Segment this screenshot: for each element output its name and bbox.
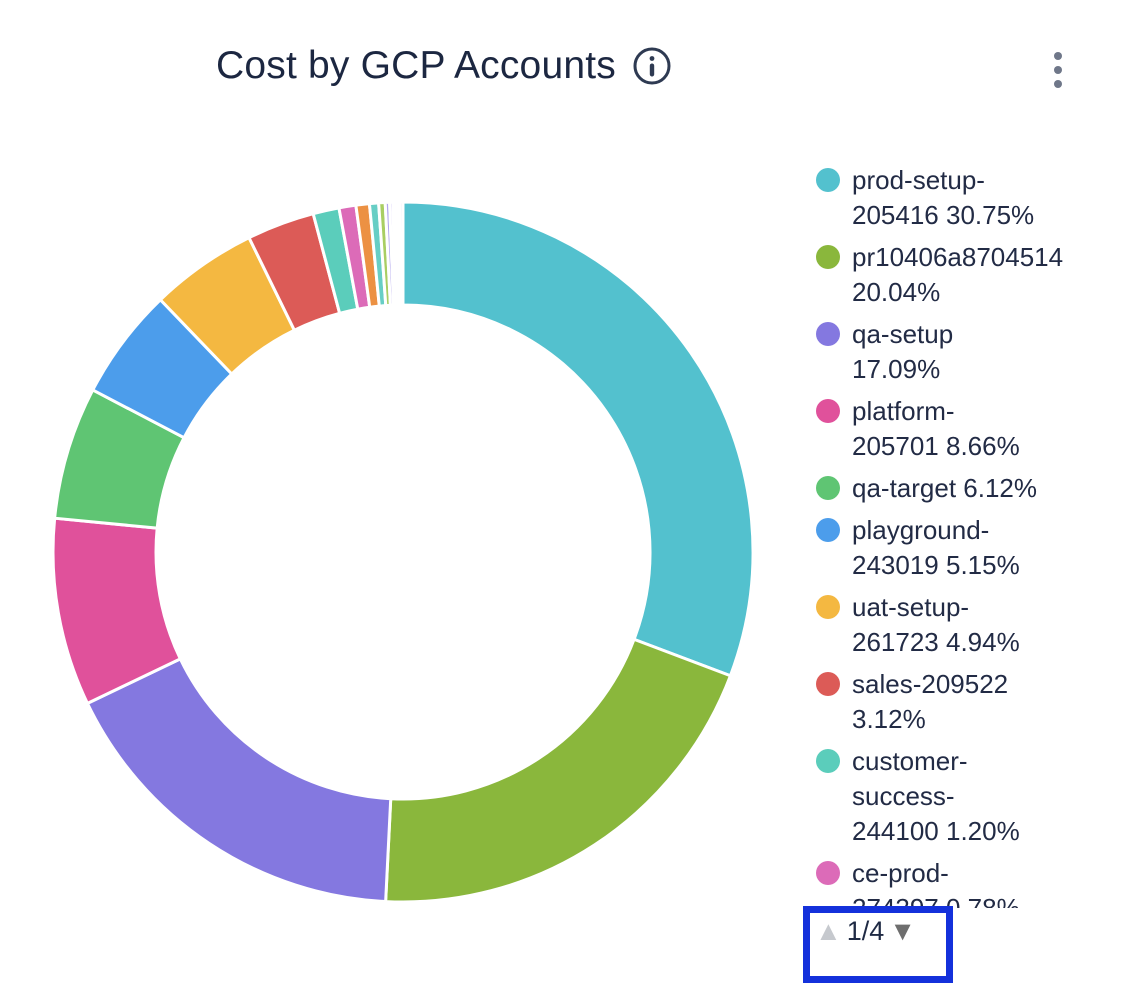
kebab-dot (1054, 52, 1062, 60)
legend-label: pr10406a8704514 20.04% (852, 242, 1064, 307)
legend-item[interactable]: qa-setup 17.09% (816, 317, 1116, 387)
legend-label: customer- success- 244100 1.20% (852, 746, 1020, 846)
legend-label: prod-setup- 205416 30.75% (852, 165, 1035, 230)
donut-slice-qa-setup[interactable] (85, 657, 393, 904)
legend-dot-icon (816, 518, 840, 542)
legend-label: ce-prod- 274397 0.78% (852, 858, 1020, 908)
legend-item[interactable]: platform- 205701 8.66% (816, 394, 1116, 464)
legend-dot-icon (816, 595, 840, 619)
page-indicator: 1/4 (846, 916, 885, 946)
legend-item[interactable]: prod-setup- 205416 30.75% (816, 163, 1116, 233)
legend-label: playground- 243019 5.15% (852, 515, 1020, 580)
donut-slice-prod-setup-205416[interactable] (401, 200, 755, 678)
kebab-dot (1054, 80, 1062, 88)
legend-label: qa-target 6.12% (852, 473, 1038, 503)
legend-dot-icon (816, 245, 840, 269)
legend-item[interactable]: ce-prod- 274397 0.78% (816, 856, 1116, 908)
legend-dot-icon (816, 749, 840, 773)
chart-legend: prod-setup- 205416 30.75% pr10406a870451… (816, 163, 1116, 908)
legend-label: uat-setup- 261723 4.94% (852, 592, 1020, 657)
legend-dot-icon (816, 476, 840, 500)
chart-header: Cost by GCP Accounts (216, 44, 672, 88)
legend-label: sales-209522 3.12% (852, 669, 1009, 734)
legend-dot-icon (816, 322, 840, 346)
legend-label: qa-setup 17.09% (852, 319, 954, 384)
legend-item[interactable]: playground- 243019 5.15% (816, 513, 1116, 583)
legend-dot-icon (816, 672, 840, 696)
highlight-box: ▲ 1/4 ▼ (803, 906, 953, 983)
info-icon[interactable] (632, 46, 672, 86)
legend-pagination: ▲ 1/4 ▼ (810, 913, 946, 947)
page-down-icon[interactable]: ▼ (889, 916, 917, 946)
legend-item[interactable]: qa-target 6.12% (816, 471, 1116, 506)
kebab-dot (1054, 66, 1062, 74)
page-title: Cost by GCP Accounts (216, 44, 616, 87)
donut-slice-other-18[interactable] (398, 200, 405, 307)
legend-item[interactable]: customer- success- 244100 1.20% (816, 744, 1116, 849)
donut-slice-pr10406a8704514[interactable] (384, 637, 732, 904)
legend-item[interactable]: uat-setup- 261723 4.94% (816, 590, 1116, 660)
legend-label: platform- 205701 8.66% (852, 396, 1020, 461)
kebab-menu-icon[interactable] (1052, 50, 1064, 90)
legend-dot-icon (816, 168, 840, 192)
legend-item[interactable]: pr10406a8704514 20.04% (816, 240, 1116, 310)
legend-dot-icon (816, 861, 840, 885)
legend-item[interactable]: sales-209522 3.12% (816, 667, 1116, 737)
page-up-icon[interactable]: ▲ (815, 916, 842, 946)
legend-dot-icon (816, 399, 840, 423)
